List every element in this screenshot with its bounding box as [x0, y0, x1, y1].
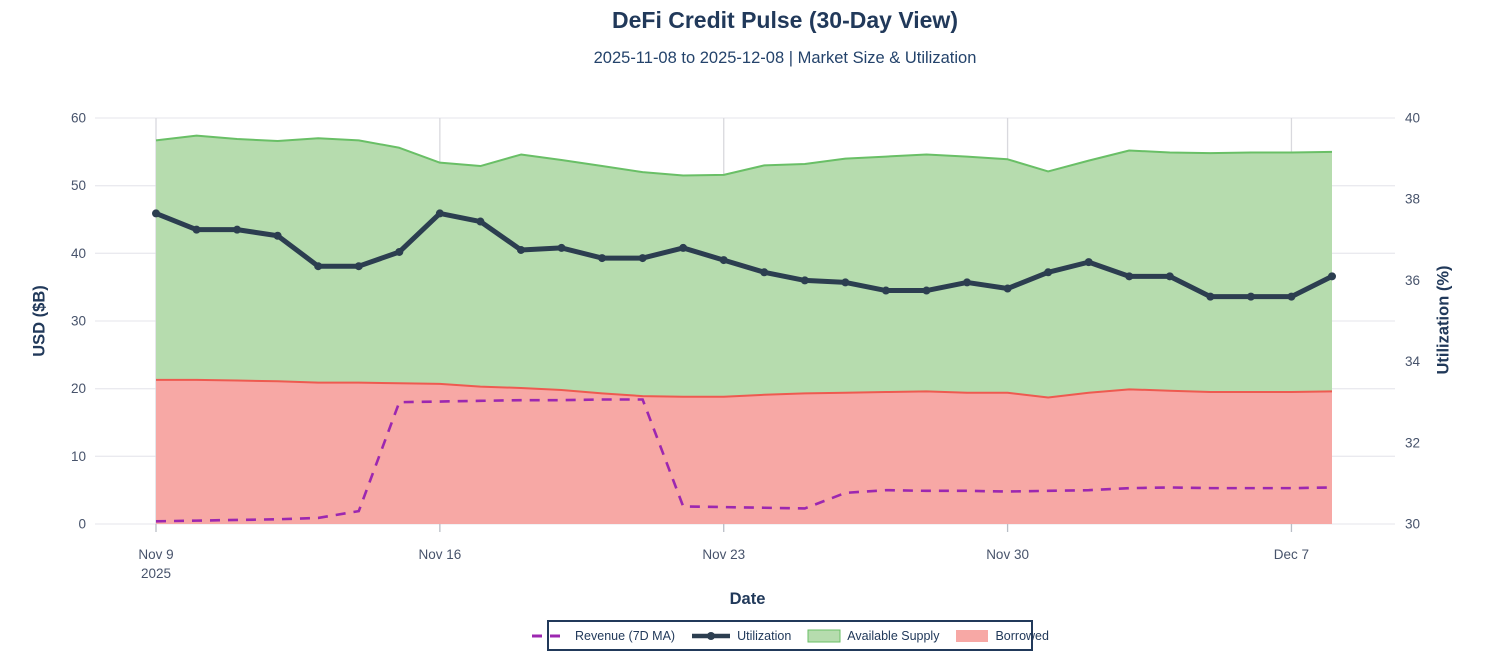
legend-item-revenue[interactable]: Revenue (7D MA) [531, 629, 675, 643]
svg-text:0: 0 [78, 517, 86, 532]
x-axis-ticks: Nov 9 2025 Nov 16 Nov 23 Nov 30 Dec 7 [138, 547, 1309, 581]
area-swatch-icon [956, 629, 989, 642]
legend-label: Revenue (7D MA) [575, 628, 676, 643]
svg-text:50: 50 [71, 178, 86, 193]
legend: Revenue (7D MA) Utilization Available Su… [532, 620, 1049, 651]
svg-text:60: 60 [71, 111, 86, 126]
series-revenue-7d-ma [155, 398, 1333, 523]
y-axis-left-ticks: 0 10 20 30 40 50 60 [71, 111, 86, 532]
y-axis-right-title: Utilization (%) [1434, 265, 1453, 375]
x-axis-title: Date [729, 590, 766, 608]
svg-text:40: 40 [1405, 111, 1420, 126]
legend-label: Utilization [737, 628, 792, 643]
svg-text:Nov 9: Nov 9 [138, 547, 173, 562]
series-utilization [152, 209, 1336, 301]
chart-title: DeFi Credit Pulse (30-Day View) [612, 7, 958, 33]
legend-item-borrowed[interactable]: Borrowed [955, 629, 1049, 643]
chart-subtitle: 2025-11-08 to 2025-12-08 | Market Size &… [593, 49, 977, 67]
legend-item-utilization[interactable]: Utilization [691, 629, 791, 643]
svg-text:2025: 2025 [141, 566, 171, 581]
svg-text:38: 38 [1405, 192, 1420, 207]
svg-text:36: 36 [1405, 273, 1420, 288]
svg-text:20: 20 [71, 381, 86, 396]
svg-text:32: 32 [1405, 435, 1420, 450]
legend-item-available-supply[interactable]: Available Supply [807, 629, 939, 643]
svg-text:40: 40 [71, 246, 86, 261]
legend-label: Borrowed [995, 628, 1049, 643]
y-axis-right-ticks: 30 32 34 36 38 40 [1405, 111, 1421, 532]
svg-text:34: 34 [1405, 354, 1421, 369]
svg-text:Dec 7: Dec 7 [1274, 547, 1309, 562]
svg-text:30: 30 [1405, 517, 1420, 532]
svg-text:Nov 30: Nov 30 [986, 547, 1029, 562]
svg-text:10: 10 [71, 449, 86, 464]
legend-label: Available Supply [847, 628, 940, 643]
series-borrowed [156, 378, 1333, 524]
dashed-line-icon [532, 634, 569, 637]
line-marker-icon [692, 631, 731, 640]
y-axis-left-title: USD ($B) [30, 285, 49, 357]
area-swatch-icon [807, 629, 841, 642]
svg-text:Nov 23: Nov 23 [702, 547, 745, 562]
svg-text:Nov 16: Nov 16 [418, 547, 461, 562]
svg-text:30: 30 [71, 314, 86, 329]
